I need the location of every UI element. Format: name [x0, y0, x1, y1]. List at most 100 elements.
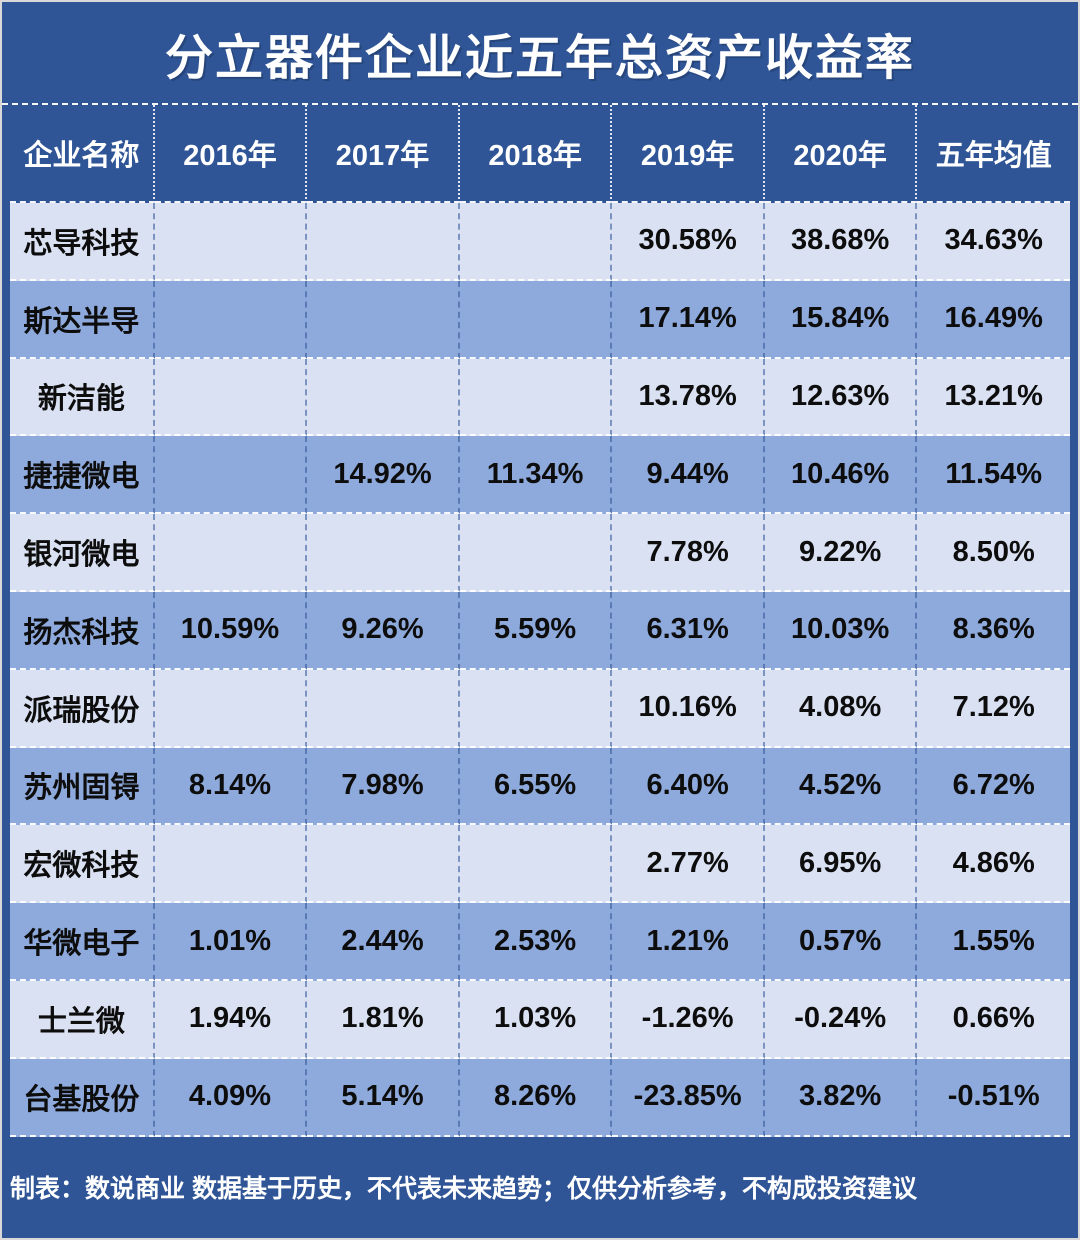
value-cell: 7.78%: [612, 514, 765, 592]
value-cell: 1.21%: [612, 903, 765, 981]
value-cell: [459, 358, 613, 437]
value-cell: 1.94%: [154, 980, 308, 1059]
value-cell: 4.09%: [154, 1058, 308, 1137]
table-row: 派瑞股份 10.16% 4.08% 7.12%: [10, 669, 1070, 748]
value-cell: 30.58%: [612, 203, 765, 281]
company-name-cell: 苏州固锝: [10, 747, 155, 826]
value-cell: 9.44%: [612, 436, 765, 515]
company-name-cell: 派瑞股份: [10, 669, 155, 748]
value-cell: 8.14%: [154, 747, 308, 826]
value-cell: [307, 514, 460, 592]
value-cell: 38.68%: [764, 203, 918, 281]
value-cell: 7.98%: [307, 747, 460, 826]
value-cell: 11.34%: [459, 436, 613, 515]
value-cell: 1.81%: [307, 980, 460, 1059]
roa-table: 企业名称 2016年 2017年 2018年 2019年 2020年 五年均值 芯导科技 30…: [10, 105, 1070, 1137]
value-cell: [154, 280, 308, 359]
value-cell: 4.86%: [917, 825, 1070, 904]
table-row: 扬杰科技 10.59% 9.26% 5.59% 6.31% 10.03% 8.36%: [10, 591, 1070, 670]
value-cell: 12.63%: [764, 358, 918, 437]
value-cell: 2.53%: [459, 903, 613, 981]
value-cell: 1.55%: [917, 903, 1070, 981]
value-cell: 6.55%: [459, 747, 613, 826]
footer-band: 制表：数说商业 数据基于历史，不代表未来趋势；仅供分析参考，不构成投资建议: [2, 1137, 1078, 1238]
table-row: 台基股份 4.09% 5.14% 8.26% -23.85% 3.82% -0.51%: [10, 1058, 1070, 1137]
table-header-row: 企业名称 2016年 2017年 2018年 2019年 2020年 五年均值: [10, 105, 1070, 203]
column-header-company: 企业名称: [10, 105, 155, 203]
value-cell: -1.26%: [612, 980, 765, 1059]
value-cell: 5.59%: [459, 591, 613, 670]
table-row: 芯导科技 30.58% 38.68% 34.63%: [10, 203, 1070, 281]
value-cell: 2.77%: [612, 825, 765, 904]
value-cell: [154, 825, 308, 904]
table-container: 企业名称 2016年 2017年 2018年 2019年 2020年 五年均值 芯导科技 30…: [2, 105, 1078, 1137]
company-name-cell: 扬杰科技: [10, 591, 155, 670]
company-name-cell: 芯导科技: [10, 203, 155, 281]
table-row: 宏微科技 2.77% 6.95% 4.86%: [10, 825, 1070, 904]
value-cell: 14.92%: [307, 436, 460, 515]
value-cell: [459, 280, 613, 359]
value-cell: 16.49%: [917, 280, 1070, 359]
value-cell: [459, 514, 613, 592]
value-cell: 9.26%: [307, 591, 460, 670]
value-cell: 6.31%: [612, 591, 765, 670]
column-header: 2017年: [307, 105, 460, 203]
value-cell: 0.66%: [917, 980, 1070, 1059]
value-cell: [459, 825, 613, 904]
value-cell: 2.44%: [307, 903, 460, 981]
value-cell: -23.85%: [612, 1058, 765, 1137]
value-cell: [307, 825, 460, 904]
value-cell: [154, 436, 308, 515]
value-cell: 7.12%: [917, 669, 1070, 748]
value-cell: 6.40%: [612, 747, 765, 826]
table-row: 斯达半导 17.14% 15.84% 16.49%: [10, 280, 1070, 359]
value-cell: 9.22%: [764, 514, 918, 592]
table-row: 新洁能 13.78% 12.63% 13.21%: [10, 358, 1070, 437]
company-name-cell: 捷捷微电: [10, 436, 155, 515]
value-cell: 10.59%: [154, 591, 308, 670]
table-body: 芯导科技 30.58% 38.68% 34.63% 斯达半导 17.14% 15.84% 16…: [10, 203, 1070, 1137]
value-cell: [459, 669, 613, 748]
company-name-cell: 士兰微: [10, 980, 155, 1059]
company-name-cell: 宏微科技: [10, 825, 155, 904]
company-name-cell: 银河微电: [10, 514, 155, 592]
company-name-cell: 新洁能: [10, 358, 155, 437]
column-header: 2019年: [612, 105, 765, 203]
value-cell: 0.57%: [764, 903, 918, 981]
value-cell: 1.03%: [459, 980, 613, 1059]
table-row: 华微电子 1.01% 2.44% 2.53% 1.21% 0.57% 1.55%: [10, 903, 1070, 981]
value-cell: [154, 669, 308, 748]
value-cell: [307, 280, 460, 359]
column-header: 2018年: [459, 105, 613, 203]
value-cell: 11.54%: [917, 436, 1070, 515]
table-row: 银河微电 7.78% 9.22% 8.50%: [10, 514, 1070, 592]
value-cell: 8.36%: [917, 591, 1070, 670]
value-cell: 8.50%: [917, 514, 1070, 592]
value-cell: 34.63%: [917, 203, 1070, 281]
page-title: 分立器件企业近五年总资产收益率: [164, 31, 915, 85]
value-cell: 8.26%: [459, 1058, 613, 1137]
value-cell: 13.78%: [612, 358, 765, 437]
value-cell: 6.72%: [917, 747, 1070, 826]
value-cell: [154, 514, 308, 592]
value-cell: 5.14%: [307, 1058, 460, 1137]
value-cell: [154, 203, 308, 281]
value-cell: 10.03%: [764, 591, 918, 670]
table-row: 苏州固锝 8.14% 7.98% 6.55% 6.40% 4.52% 6.72%: [10, 747, 1070, 826]
column-header: 2020年: [764, 105, 918, 203]
column-header: 五年均值: [917, 105, 1070, 203]
value-cell: 6.95%: [764, 825, 918, 904]
value-cell: 1.01%: [154, 903, 308, 981]
value-cell: 4.08%: [764, 669, 918, 748]
value-cell: [459, 203, 613, 281]
company-name-cell: 斯达半导: [10, 280, 155, 359]
value-cell: [307, 669, 460, 748]
value-cell: 13.21%: [917, 358, 1070, 437]
value-cell: [307, 358, 460, 437]
company-name-cell: 台基股份: [10, 1058, 155, 1137]
value-cell: 10.16%: [612, 669, 765, 748]
value-cell: 15.84%: [764, 280, 918, 359]
table-row: 捷捷微电 14.92% 11.34% 9.44% 10.46% 11.54%: [10, 436, 1070, 515]
value-cell: 3.82%: [764, 1058, 918, 1137]
